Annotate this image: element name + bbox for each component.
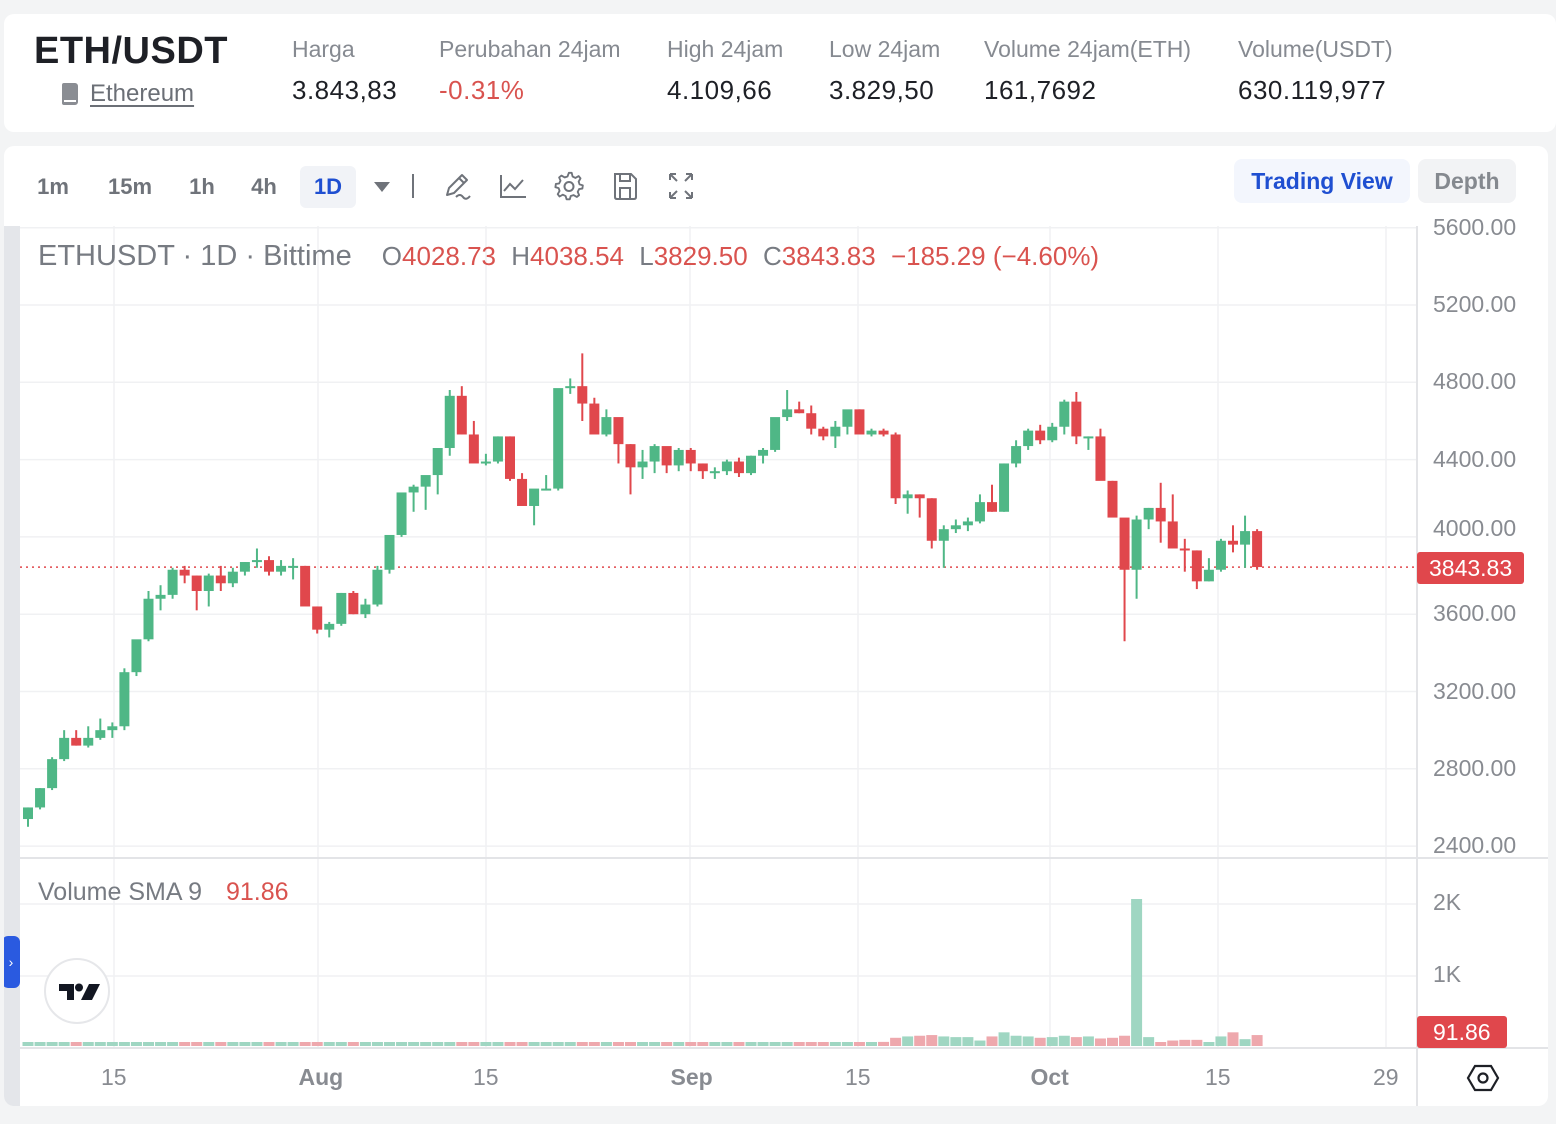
tradingview-logo-icon	[59, 983, 100, 1000]
chart-toolbar: 1m 15m 1h 4h 1D Trading View Depth	[4, 146, 1548, 226]
fullscreen-expand-icon[interactable]	[666, 170, 696, 202]
ticker-header	[4, 14, 1556, 132]
legend-interval: 1D	[200, 240, 238, 272]
legend-change: −185.29 (−4.60%)	[890, 241, 1100, 271]
stat-label: Harga	[292, 36, 355, 62]
price-axis-label: 2800.00	[1433, 754, 1517, 781]
pair-title: ETH/USDT	[34, 30, 228, 72]
price-axis-label: 5600.00	[1433, 213, 1517, 240]
ohlc-legend: ETHUSDT · 1D · Bittime O4028.73 H4038.54…	[38, 240, 1099, 273]
stat-volume-eth: Volume 24jam(ETH) 161,7692	[984, 36, 1191, 106]
chart-panel: 1m 15m 1h 4h 1D Trading View Depth	[4, 146, 1548, 1106]
price-axis-label: 4800.00	[1433, 368, 1517, 395]
time-axis-label: 15	[1205, 1064, 1231, 1090]
stat-low-24h: Low 24jam 3.829,50	[829, 36, 940, 106]
stat-value: 3.843,83	[292, 75, 398, 105]
legend-open: 4028.73	[402, 241, 497, 271]
time-axis-label: Oct	[1030, 1064, 1069, 1090]
legend-high: 4038.54	[530, 241, 625, 271]
time-axis-label: 15	[101, 1064, 127, 1090]
book-icon	[62, 83, 78, 105]
depth-button[interactable]: Depth	[1418, 159, 1516, 203]
time-axis-label: 15	[473, 1064, 499, 1090]
stat-label: Perubahan 24jam	[439, 36, 621, 62]
legend-close: 3843.83	[781, 241, 876, 271]
stat-value: 161,7692	[984, 75, 1097, 105]
price-axis-label: 4400.00	[1433, 445, 1517, 472]
volume-legend: Volume SMA 9 91.86	[38, 878, 289, 907]
timeframe-1h[interactable]: 1h	[189, 174, 215, 199]
price-axis-label: 3200.00	[1433, 677, 1517, 704]
timeframe-4h[interactable]: 4h	[251, 174, 277, 199]
legend-open-key: O	[381, 241, 403, 271]
indicators-chart-icon[interactable]	[498, 170, 528, 202]
legend-high-key: H	[511, 241, 531, 271]
timeframe-dropdown-icon[interactable]	[374, 182, 390, 192]
stat-value: 4.109,66	[667, 75, 773, 105]
stat-high-24h: High 24jam 4.109,66	[667, 36, 783, 106]
volume-axis-label: 2K	[1433, 889, 1462, 915]
candlestick-plot[interactable]	[4, 226, 1548, 1106]
draw-pencil-icon[interactable]	[442, 170, 472, 202]
time-axis-label: Sep	[670, 1064, 713, 1090]
stat-price: Harga 3.843,83	[292, 36, 397, 106]
time-axis-label: Aug	[298, 1064, 344, 1090]
stat-change-24h: Perubahan 24jam -0.31%	[439, 36, 621, 106]
expand-sidebar-button[interactable]: ›	[4, 936, 20, 988]
price-axis-label: 2400.00	[1433, 832, 1517, 859]
stat-label: Volume(USDT)	[1238, 36, 1393, 62]
volume-sma-tag: 91.86	[1417, 1016, 1507, 1048]
chart-area[interactable]: ETHUSDT · 1D · Bittime O4028.73 H4038.54…	[4, 214, 1548, 1106]
stat-label: Volume 24jam(ETH)	[984, 36, 1192, 62]
time-axis-label: 29	[1373, 1064, 1399, 1090]
legend-low: 3829.50	[653, 241, 748, 271]
last-price-tag: 3843.83	[1417, 552, 1525, 584]
asset-link-row: Ethereum	[62, 80, 194, 108]
toolbar-divider	[412, 174, 414, 198]
asset-link[interactable]: Ethereum	[90, 80, 195, 107]
stat-label: Low 24jam	[829, 36, 941, 62]
chart-settings-icon[interactable]	[1466, 1062, 1500, 1094]
legend-separator: ·	[245, 240, 256, 272]
price-axis-label: 3600.00	[1433, 600, 1517, 627]
stat-value: 3.829,50	[829, 75, 935, 105]
timeframe-1m[interactable]: 1m	[37, 174, 69, 199]
volume-axis-label: 1K	[1433, 961, 1462, 987]
stat-label: High 24jam	[667, 36, 784, 62]
legend-exchange: Bittime	[263, 240, 352, 272]
time-axis-label: 15	[845, 1064, 871, 1090]
legend-separator: ·	[182, 240, 193, 272]
volume-legend-label: Volume SMA 9	[38, 878, 202, 906]
settings-gear-icon[interactable]	[554, 170, 584, 202]
price-axis-label: 5200.00	[1433, 291, 1517, 317]
volume-legend-value: 91.86	[225, 878, 289, 906]
stat-value: -0.31%	[439, 75, 525, 105]
price-axis-label: 4000.00	[1433, 514, 1517, 541]
left-drawing-rail	[4, 226, 20, 1106]
legend-symbol: ETHUSDT	[38, 240, 175, 272]
timeframe-15m[interactable]: 15m	[107, 174, 153, 199]
save-floppy-icon[interactable]	[610, 170, 640, 202]
legend-close-key: C	[762, 241, 782, 271]
legend-low-key: L	[639, 241, 654, 271]
trading-view-button[interactable]: Trading View	[1234, 159, 1410, 203]
timeframe-1d[interactable]: 1D	[300, 166, 356, 208]
stat-value: 630.119,977	[1238, 75, 1387, 105]
stat-volume-usdt: Volume(USDT) 630.119,977	[1238, 36, 1393, 106]
tradingview-logo[interactable]	[44, 958, 110, 1024]
